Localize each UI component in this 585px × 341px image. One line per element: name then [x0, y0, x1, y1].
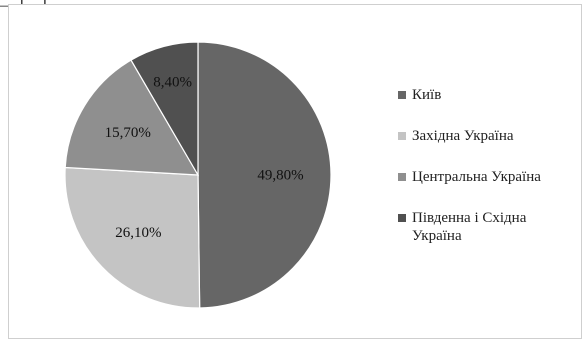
legend-label-west: Західна Україна: [412, 128, 514, 144]
legend-swatch-central: [398, 173, 406, 181]
legend-swatch-west: [398, 132, 406, 140]
slice-south-east: [130, 41, 199, 178]
label-kyiv: 49,80%: [257, 167, 303, 183]
label-central: 15,70%: [105, 125, 151, 141]
legend-swatch-south-east: [398, 214, 406, 222]
label-west: 26,10%: [115, 225, 161, 241]
slice-west: [64, 166, 201, 309]
legend-item-west: Західна Україна: [398, 127, 578, 145]
slice-central: [64, 59, 200, 176]
slice-kyiv: [197, 41, 332, 309]
legend-label-south-east: Південна і Східна Україна: [412, 210, 527, 244]
legend-label-central: Центральна Україна: [412, 169, 541, 185]
legend-item-south-east: Південна і Східна Україна: [398, 209, 578, 245]
legend-swatch-kyiv: [398, 91, 406, 99]
label-south-east: 8,40%: [153, 74, 192, 90]
legend-item-kyiv: Київ: [398, 86, 578, 104]
legend-item-central: Центральна Україна: [398, 168, 578, 186]
legend: Київ Західна Україна Центральна Україна …: [398, 86, 578, 245]
legend-label-kyiv: Київ: [412, 87, 442, 103]
